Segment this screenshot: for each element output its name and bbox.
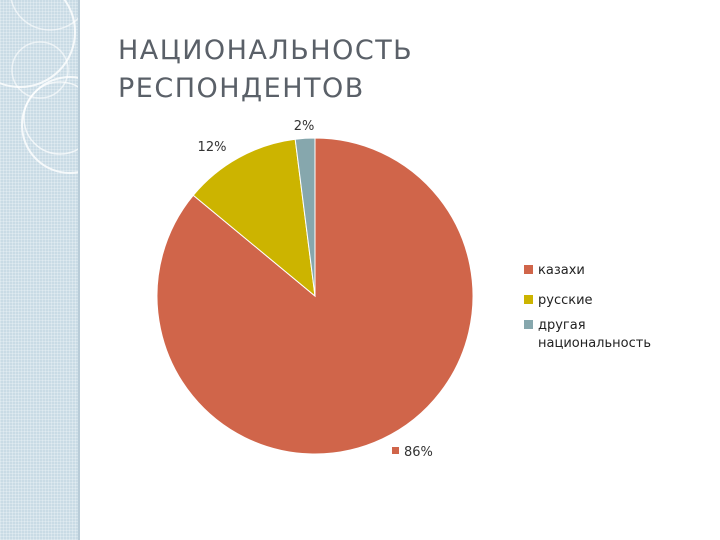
- data-label-3: 2%: [294, 119, 315, 134]
- data-label-2: 12%: [198, 140, 227, 155]
- pie-slice-3: [294, 137, 316, 297]
- data-label-1: 86%: [404, 445, 433, 460]
- decorative-swirl: [0, 0, 80, 174]
- legend-label-3-line-1: другая: [538, 318, 586, 333]
- slide-title-line-1: НАЦИОНАЛЬНОСТЬ: [118, 35, 414, 66]
- legend-swatch-1: [524, 265, 533, 274]
- slide-title: НАЦИОНАЛЬНОСТЬ РЕСПОНДЕНТОВ: [118, 32, 598, 108]
- pie-slice-2: [192, 138, 316, 298]
- legend-swatch-3: [524, 320, 533, 329]
- legend-label-3-line-2: национальность: [538, 336, 651, 351]
- slide-title-line-2: РЕСПОНДЕНТОВ: [118, 73, 365, 104]
- decorative-sidebar: [0, 0, 80, 540]
- legend-label-2: русские: [538, 293, 593, 308]
- legend-swatch-2: [524, 295, 533, 304]
- legend-label-1: казахи: [538, 263, 585, 278]
- pie-data-labels: 86% 12% 2%: [198, 119, 433, 460]
- data-label-marker-1: [392, 447, 399, 454]
- chart-legend: казахи русские другая национальность: [524, 263, 651, 351]
- pie-slices: [156, 137, 474, 455]
- sidebar-edge: [78, 0, 80, 540]
